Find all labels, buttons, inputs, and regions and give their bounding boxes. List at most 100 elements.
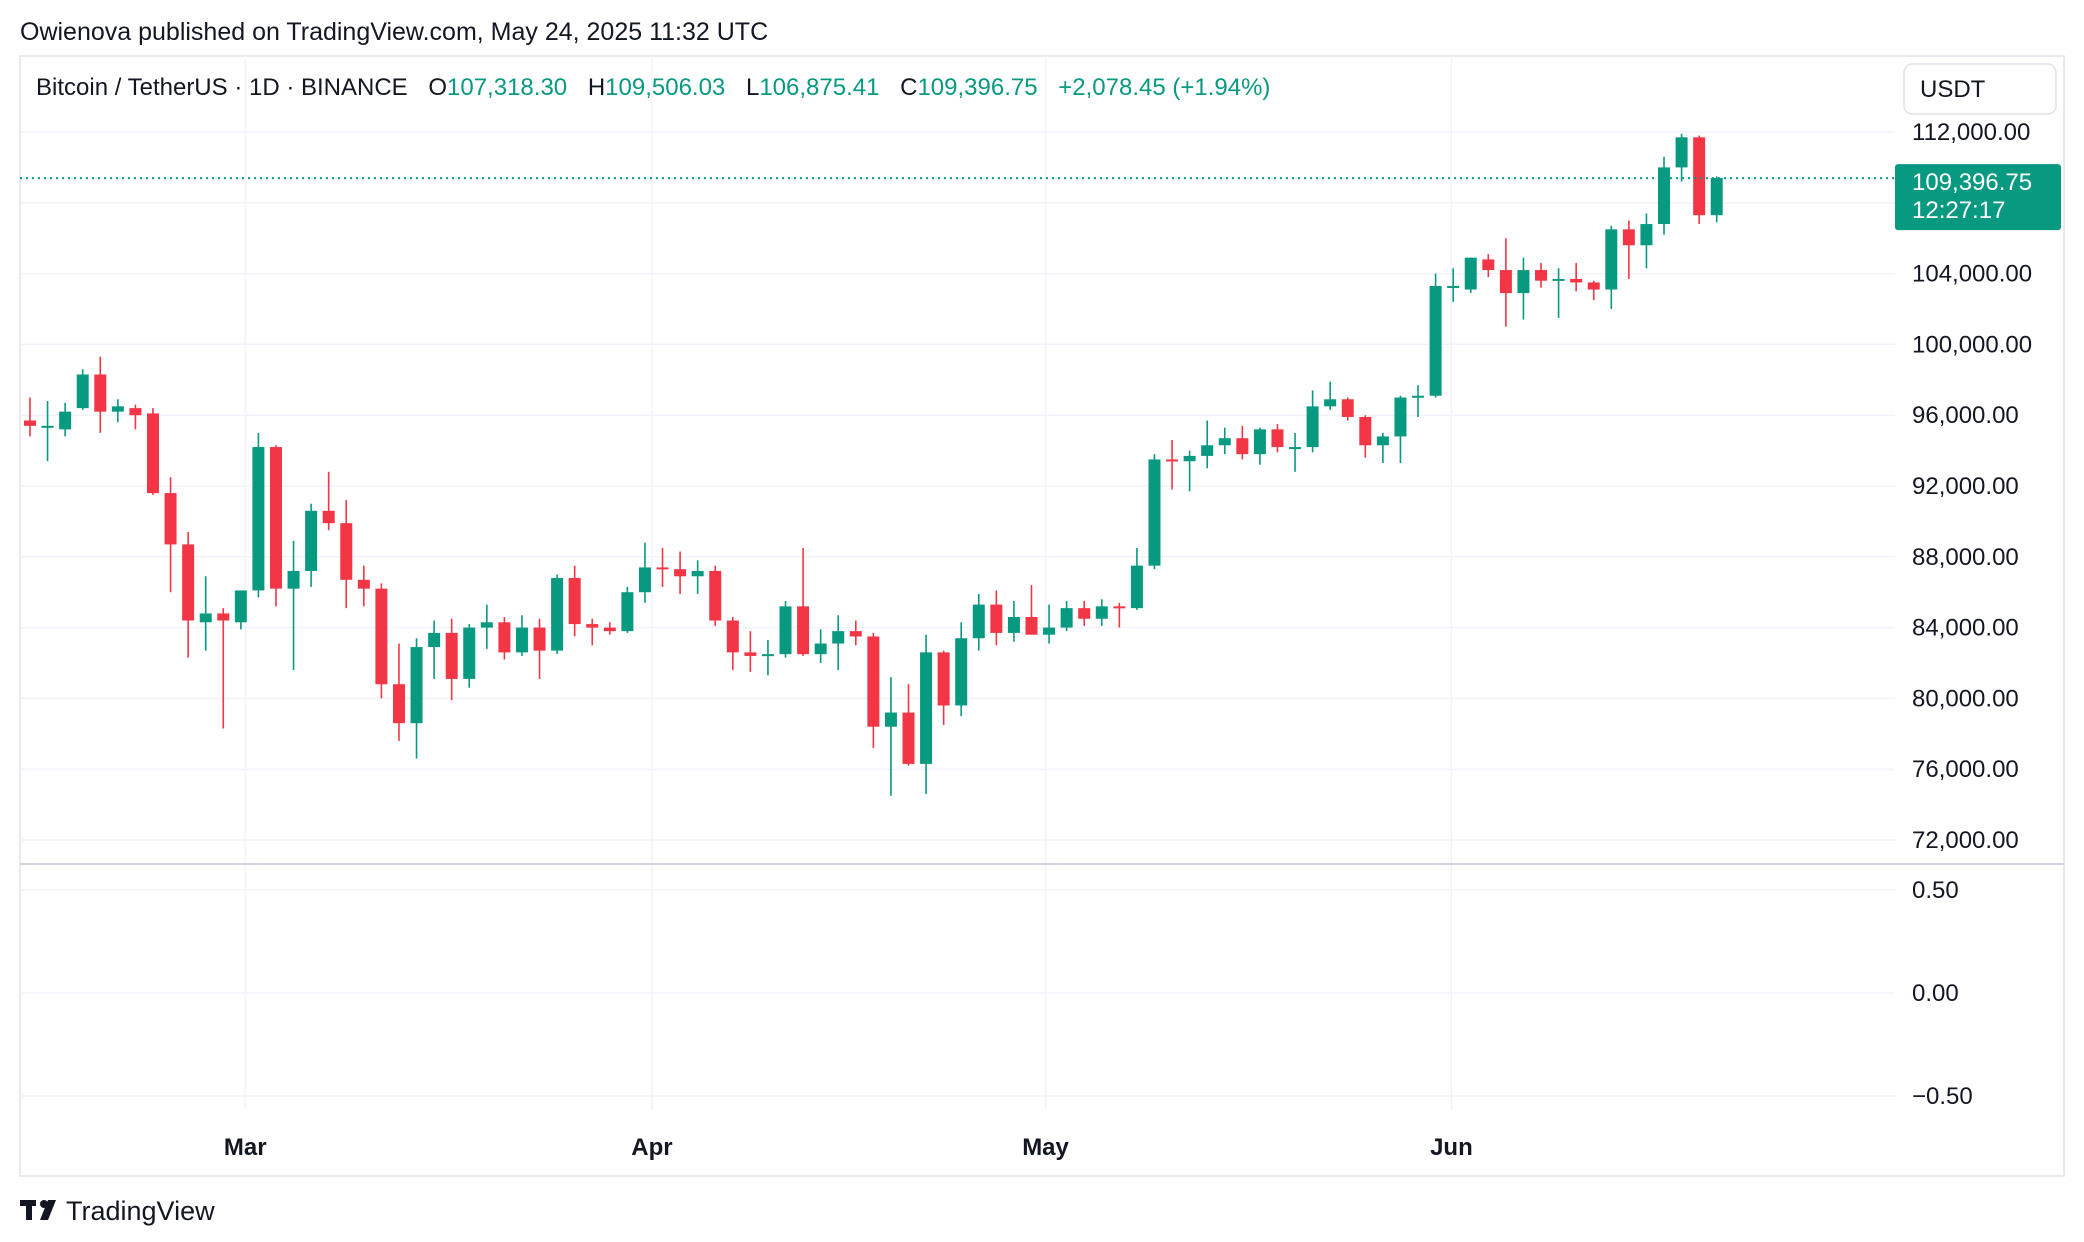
candle-body[interactable]: [1693, 137, 1706, 216]
candle-body[interactable]: [1535, 270, 1548, 281]
candle-body[interactable]: [305, 510, 318, 571]
candle-body[interactable]: [322, 510, 335, 524]
candle-body[interactable]: [955, 638, 968, 706]
candle-body[interactable]: [1148, 459, 1161, 566]
candle-body[interactable]: [41, 425, 54, 428]
candle-body[interactable]: [234, 590, 247, 623]
candle-body[interactable]: [972, 604, 985, 639]
candle-body[interactable]: [463, 627, 476, 679]
candle-body[interactable]: [568, 578, 581, 625]
candle-body[interactable]: [357, 579, 370, 589]
candle-body[interactable]: [990, 604, 1003, 633]
candle-body[interactable]: [1552, 278, 1565, 281]
time-axis[interactable]: Mar Apr May Jun: [224, 1134, 1473, 1161]
candle-body[interactable]: [1113, 606, 1126, 609]
indicator-axis[interactable]: 0.50 0.00 −0.50: [1912, 877, 1973, 1110]
candle-body[interactable]: [1359, 416, 1372, 446]
candle-body[interactable]: [1271, 429, 1284, 448]
candle-body[interactable]: [761, 654, 774, 657]
candle-body[interactable]: [849, 631, 862, 637]
candle-body[interactable]: [621, 592, 634, 632]
candle-body[interactable]: [1412, 395, 1425, 398]
candle-body[interactable]: [24, 420, 36, 426]
candle-body[interactable]: [498, 622, 511, 653]
candle-body[interactable]: [937, 652, 950, 706]
candle-body[interactable]: [1429, 285, 1442, 396]
candle-body[interactable]: [1482, 259, 1495, 271]
candle-body[interactable]: [1622, 229, 1635, 246]
candle-body[interactable]: [1570, 278, 1583, 283]
candle-body[interactable]: [480, 622, 493, 628]
price-axis[interactable]: 112,000.00 104,000.00 100,000.00 96,000.00 9…: [1912, 119, 2032, 854]
candle-body[interactable]: [76, 374, 89, 409]
candle-body[interactable]: [797, 606, 810, 655]
currency-selector[interactable]: USDT: [1903, 63, 2057, 115]
candle-body[interactable]: [94, 374, 107, 412]
candle-body[interactable]: [111, 406, 124, 412]
candle-body[interactable]: [533, 627, 546, 651]
candle-body[interactable]: [340, 523, 353, 580]
candle-body[interactable]: [146, 413, 159, 494]
candle-body[interactable]: [1095, 606, 1108, 619]
candle-body[interactable]: [1710, 178, 1723, 216]
candle-body[interactable]: [1376, 436, 1389, 446]
candle-body[interactable]: [674, 569, 687, 577]
candle-body[interactable]: [1183, 455, 1196, 462]
candle-body[interactable]: [902, 712, 915, 764]
candle-body[interactable]: [920, 652, 933, 764]
candle-body[interactable]: [1078, 608, 1091, 619]
legend-symbol[interactable]: Bitcoin / TetherUS · 1D · BINANCE: [36, 74, 408, 101]
candle-body[interactable]: [1218, 438, 1231, 446]
candle-body[interactable]: [1640, 224, 1653, 246]
candle-body[interactable]: [1658, 167, 1671, 225]
candle-body[interactable]: [1499, 270, 1512, 294]
candle-body[interactable]: [1253, 429, 1266, 455]
candle-body[interactable]: [884, 712, 897, 727]
candle-body[interactable]: [59, 411, 72, 430]
candle-body[interactable]: [1587, 282, 1600, 290]
candle-body[interactable]: [129, 408, 142, 416]
candle-body[interactable]: [603, 627, 616, 632]
candle-body[interactable]: [779, 606, 792, 655]
candle-body[interactable]: [1341, 399, 1354, 417]
candle-body[interactable]: [1289, 447, 1302, 450]
candle-body[interactable]: [867, 636, 880, 727]
candle-body[interactable]: [691, 570, 704, 577]
candle-body[interactable]: [744, 652, 757, 656]
candle-body[interactable]: [1306, 406, 1319, 448]
candle-body[interactable]: [252, 447, 265, 591]
candle-body[interactable]: [269, 447, 282, 589]
candle-body[interactable]: [832, 631, 845, 644]
candle-body[interactable]: [726, 620, 739, 653]
candle-body[interactable]: [164, 493, 177, 545]
candle-body[interactable]: [656, 567, 669, 570]
candle-body[interactable]: [287, 570, 300, 589]
tradingview-logo[interactable]: TradingView: [20, 1196, 215, 1226]
candle-body[interactable]: [410, 647, 423, 724]
candle-body[interactable]: [1007, 616, 1020, 633]
candle-body[interactable]: [392, 684, 405, 724]
candle-body[interactable]: [199, 613, 212, 623]
candle-body[interactable]: [1060, 608, 1073, 628]
candle-body[interactable]: [1675, 137, 1688, 168]
candle-body[interactable]: [1394, 397, 1407, 437]
candle-body[interactable]: [428, 632, 441, 648]
candle-body[interactable]: [1517, 270, 1530, 294]
candle-body[interactable]: [1166, 459, 1179, 462]
candle-body[interactable]: [1447, 285, 1460, 288]
candle-body[interactable]: [375, 588, 388, 685]
candle-body[interactable]: [445, 632, 458, 679]
candle-body[interactable]: [551, 578, 564, 651]
candle-body[interactable]: [217, 613, 230, 621]
candle-body[interactable]: [709, 570, 722, 621]
candle-body[interactable]: [586, 624, 599, 628]
candle-body[interactable]: [1324, 399, 1337, 407]
candle-body[interactable]: [1236, 438, 1249, 455]
candle-body[interactable]: [814, 643, 827, 655]
candle-body[interactable]: [1201, 445, 1214, 456]
candle-body[interactable]: [1043, 627, 1056, 635]
candle-body[interactable]: [515, 627, 528, 653]
candle-body[interactable]: [1605, 229, 1618, 290]
candle-body[interactable]: [1130, 565, 1143, 609]
